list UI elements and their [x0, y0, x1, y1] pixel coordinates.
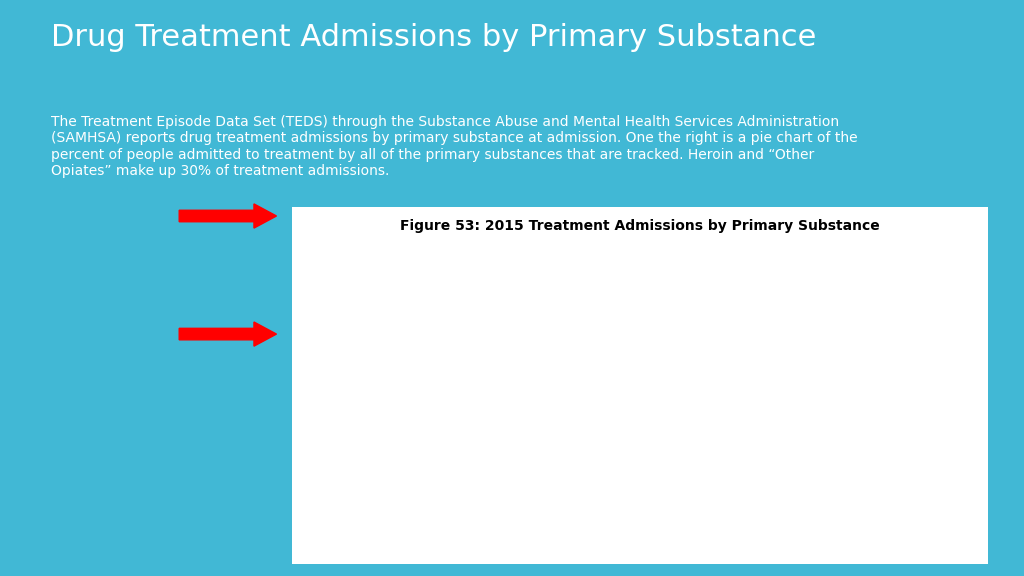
- Text: Drug Treatment Admissions by Primary Substance: Drug Treatment Admissions by Primary Sub…: [51, 23, 816, 52]
- Wedge shape: [620, 309, 630, 392]
- Text: The Treatment Episode Data Set (TEDS) through the Substance Abuse and Mental Hea: The Treatment Episode Data Set (TEDS) th…: [51, 115, 858, 178]
- Wedge shape: [548, 325, 630, 440]
- Wedge shape: [563, 392, 678, 474]
- Wedge shape: [582, 313, 630, 392]
- Text: Amphetamines
/ Stimulants
3%: Amphetamines / Stimulants 3%: [564, 256, 643, 289]
- Text: Other Opiates
5%: Other Opiates 5%: [443, 338, 516, 359]
- Text: Heroin
25%: Heroin 25%: [478, 406, 513, 427]
- Text: Alcohol Only
18%: Alcohol Only 18%: [736, 350, 802, 371]
- Text: Cocaine
8%: Cocaine 8%: [735, 448, 777, 470]
- Wedge shape: [630, 392, 705, 458]
- Text: Marijuana
25%: Marijuana 25%: [610, 505, 663, 526]
- Text: Alcohol with
Secondary Drug
14%: Alcohol with Secondary Drug 14%: [746, 401, 830, 435]
- Text: Figure 53: 2015 Treatment Admissions by Primary Substance: Figure 53: 2015 Treatment Admissions by …: [400, 219, 880, 233]
- Wedge shape: [630, 309, 705, 392]
- Text: Other
2%: Other 2%: [662, 266, 691, 287]
- Wedge shape: [604, 310, 630, 392]
- Wedge shape: [630, 357, 712, 427]
